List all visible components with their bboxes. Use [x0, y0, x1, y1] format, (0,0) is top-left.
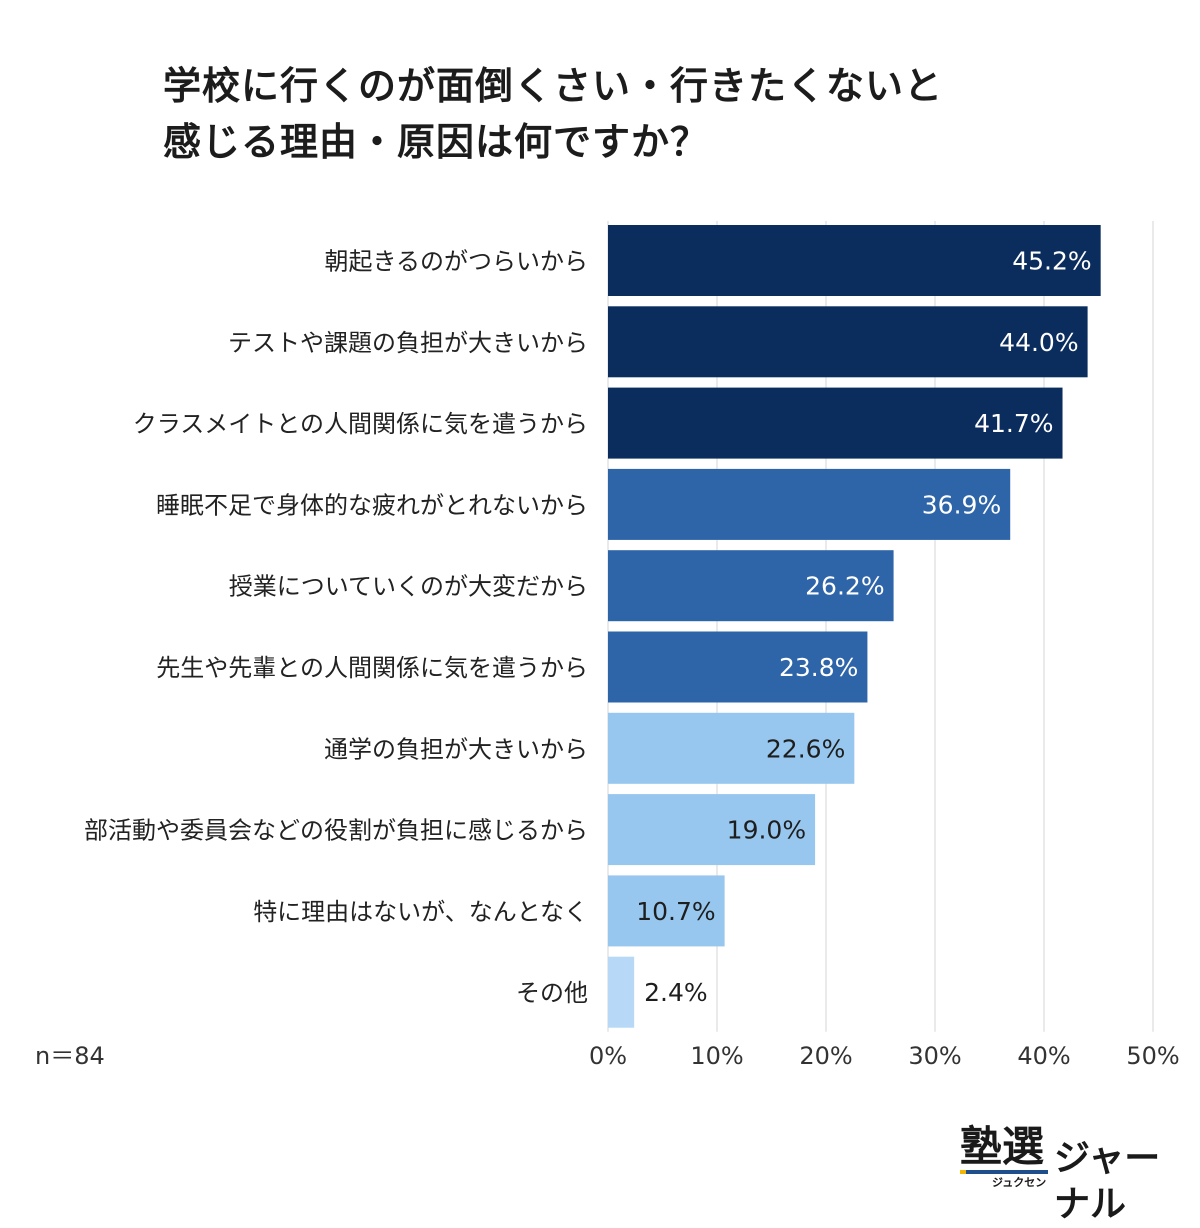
chart-title: 学校に行くのが面倒くさい・行きたくないと 感じる理由・原因は何ですか？ — [163, 58, 943, 170]
logo-underline — [960, 1170, 1048, 1174]
logo-sub-text: ジュクセン — [992, 1176, 1047, 1189]
bar — [608, 875, 725, 947]
category-label: 睡眠不足で身体的な疲れがとれないから — [156, 491, 588, 519]
chart-title-line-2: 感じる理由・原因は何ですか？ — [163, 120, 710, 164]
x-tick-label: 50% — [1126, 1042, 1179, 1070]
bar — [608, 550, 894, 622]
category-label: 朝起きるのがつらいから — [324, 248, 588, 276]
pencil-icon — [960, 1170, 966, 1174]
bar-value-label: 45.2% — [1012, 247, 1091, 276]
category-label: 通学の負担が大きいから — [324, 735, 588, 763]
category-label: 特に理由はないが、なんとなく — [253, 898, 588, 926]
category-label: 先生や先輩との人間関係に気を遣うから — [156, 654, 588, 682]
x-tick-label: 30% — [908, 1042, 961, 1070]
bar-value-label: 44.0% — [999, 328, 1078, 357]
category-label: クラスメイトとの人間関係に気を遣うから — [133, 410, 588, 438]
bar-chart: 0% 10% 20% 30% 40% 50% 45.2% 朝起きるのがつらいから 44.0% テス… — [84, 221, 1180, 1070]
category-label: 授業についていくのが大変だから — [229, 573, 588, 601]
bar — [608, 712, 855, 784]
bar-value-label: 10.7% — [636, 897, 715, 926]
bar — [608, 631, 868, 703]
bar — [608, 306, 1088, 378]
bar — [608, 468, 1011, 540]
bar-value-label: 26.2% — [805, 572, 884, 601]
logo-main-text: 塾選 — [960, 1122, 1045, 1171]
category-label: その他 — [516, 979, 588, 1007]
logo-journal-text: ジャーナル — [1054, 1138, 1161, 1225]
bar — [608, 956, 635, 1028]
x-tick-label: 10% — [690, 1042, 743, 1070]
bar-value-label: 19.0% — [727, 816, 806, 845]
bar-value-label: 36.9% — [922, 490, 1001, 519]
bar — [608, 794, 816, 866]
category-label: 部活動や委員会などの役割が負担に感じるから — [84, 817, 588, 845]
x-tick-label: 0% — [589, 1042, 627, 1070]
bar — [608, 387, 1063, 459]
x-tick-label: 20% — [799, 1042, 852, 1070]
bar-value-label: 2.4% — [644, 978, 708, 1007]
bar-value-label: 23.8% — [779, 653, 858, 682]
bar-value-label: 41.7% — [974, 409, 1053, 438]
x-tick-label: 40% — [1017, 1042, 1070, 1070]
chart-title-line-1: 学校に行くのが面倒くさい・行きたくないと — [163, 64, 944, 108]
sample-size-label: n＝84 — [35, 1042, 105, 1070]
brand-logo: 塾選 ジュクセン ジャーナル — [960, 1122, 1190, 1225]
category-label: テストや課題の負担が大きいから — [228, 329, 588, 357]
bar-value-label: 22.6% — [766, 734, 845, 763]
bar — [608, 225, 1101, 296]
